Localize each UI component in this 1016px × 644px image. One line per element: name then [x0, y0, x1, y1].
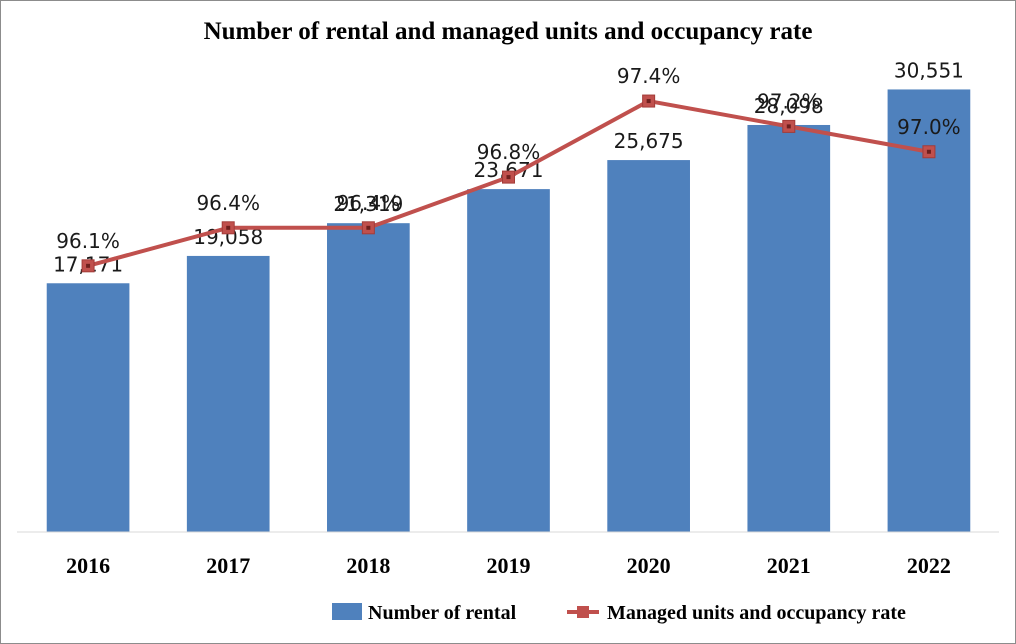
category-label-2018: 2018 [346, 553, 390, 578]
bar-2022 [887, 89, 971, 532]
legend-label-line: Managed units and occupancy rate [607, 602, 906, 624]
line-value-label: 97.4% [617, 64, 681, 88]
bar-value-label: 28,098 [754, 94, 824, 118]
bar-2021 [747, 124, 831, 532]
line-marker-dot [366, 225, 371, 230]
bar-2020 [607, 160, 690, 532]
category-label-2021: 2021 [767, 553, 811, 578]
line-value-label: 97.0% [897, 115, 961, 139]
bar-2016 [46, 283, 130, 532]
line-marker-dot [506, 175, 511, 180]
chart-title: Number of rental and managed units and o… [204, 18, 813, 45]
line-marker-dot [226, 225, 231, 230]
line-marker-dot [926, 149, 931, 154]
line-value-label: 96.4% [196, 191, 260, 215]
line-series: 96.1% 96.4% 96.4% 96.8% 97.4% 97.2% 97.0% [56, 64, 961, 273]
line-value-label: 96.1% [56, 229, 120, 253]
line-marker-dot [86, 263, 91, 268]
category-label-2019: 2019 [487, 553, 531, 578]
line-value-label: 97.2% [757, 89, 821, 113]
bar-series: 17,17119,05821,31923,67125,67528,09830,5… [46, 58, 971, 533]
bar-value-label: 25,675 [614, 129, 684, 153]
category-label-2016: 2016 [66, 553, 110, 578]
line-value-label: 96.8% [477, 140, 541, 164]
bar-value-label: 21,319 [333, 192, 403, 216]
line-marker-dot [786, 124, 791, 129]
legend: Number of rental Managed units and occup… [332, 602, 906, 624]
legend-swatch-marker [577, 606, 589, 618]
category-axis-labels: 2016 2017 2018 2019 2020 2021 2022 [66, 553, 951, 578]
category-label-2020: 2020 [627, 553, 671, 578]
bar-2019 [467, 189, 550, 533]
bar-2018 [327, 223, 410, 532]
category-label-2022: 2022 [907, 553, 951, 578]
bar-value-label: 30,551 [894, 58, 964, 82]
legend-label-bar: Number of rental [368, 602, 517, 624]
line-marker-dot [646, 99, 651, 104]
line-value-label: 96.4% [337, 191, 401, 215]
bar-2017 [186, 255, 270, 532]
legend-swatch-bar [332, 603, 362, 620]
category-label-2017: 2017 [206, 553, 250, 578]
